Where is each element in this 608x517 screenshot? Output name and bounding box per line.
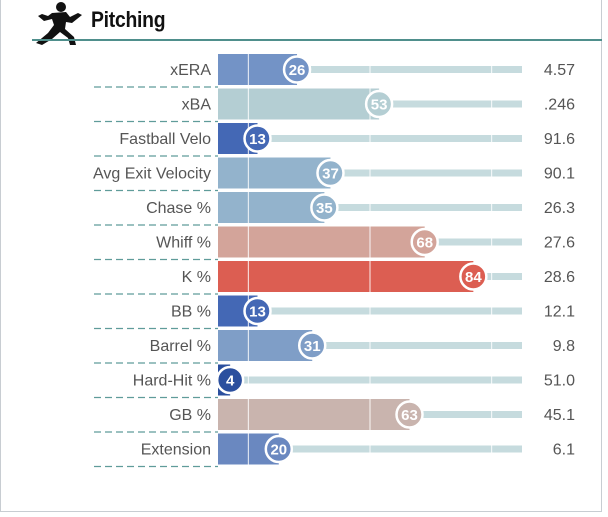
row-label: xBA bbox=[182, 97, 212, 114]
row-label: GB % bbox=[169, 407, 211, 424]
percentile-marker bbox=[459, 262, 488, 291]
row-label: Extension bbox=[141, 442, 211, 459]
row-value: 51.0 bbox=[544, 373, 575, 390]
row-value: 45.1 bbox=[544, 407, 575, 424]
percentile-bar bbox=[218, 226, 425, 258]
percentile-label: 68 bbox=[416, 235, 433, 252]
percentile-bar bbox=[218, 261, 474, 292]
row-value: 91.6 bbox=[544, 131, 575, 148]
percentile-label: 53 bbox=[371, 97, 388, 114]
row-value: .246 bbox=[544, 97, 575, 114]
percentile-label: 20 bbox=[270, 442, 287, 459]
percentile-marker bbox=[264, 434, 294, 464]
percentile-marker bbox=[395, 400, 424, 429]
pitcher-icon bbox=[36, 2, 82, 45]
row-label: Fastball Velo bbox=[119, 131, 211, 148]
percentile-label: 35 bbox=[316, 200, 333, 217]
percentile-bar bbox=[218, 88, 380, 120]
percentile-marker bbox=[310, 193, 339, 222]
percentile-marker bbox=[243, 124, 272, 153]
row-value: 6.1 bbox=[553, 442, 575, 459]
row-value: 26.3 bbox=[544, 200, 575, 217]
row-value: 90.1 bbox=[544, 166, 575, 183]
percentile-label: 37 bbox=[322, 166, 339, 183]
row-label: Barrel % bbox=[150, 338, 211, 355]
percentile-label: 84 bbox=[465, 269, 482, 286]
row-label: xERA bbox=[170, 62, 211, 79]
row-value: 4.57 bbox=[544, 62, 575, 79]
row-label: Chase % bbox=[146, 200, 211, 217]
percentile-marker bbox=[410, 227, 439, 257]
percentile-label: 31 bbox=[304, 338, 321, 355]
percentile-label: 26 bbox=[289, 62, 306, 79]
page-title: Pitching bbox=[91, 7, 166, 32]
header-rule bbox=[32, 39, 602, 41]
row-label: BB % bbox=[171, 304, 211, 321]
row-value: 28.6 bbox=[544, 269, 575, 286]
percentile-label: 4 bbox=[226, 373, 235, 390]
percentile-marker bbox=[297, 331, 327, 360]
percentile-label: 13 bbox=[249, 304, 266, 321]
percentile-marker bbox=[215, 365, 245, 395]
percentile-bar bbox=[218, 192, 325, 223]
percentile-label: 63 bbox=[401, 407, 418, 424]
percentile-marker bbox=[316, 158, 345, 188]
row-value: 27.6 bbox=[544, 235, 575, 252]
row-value: 9.8 bbox=[553, 338, 575, 355]
percentile-bar bbox=[218, 399, 410, 430]
row-value: 12.1 bbox=[544, 304, 575, 321]
row-label: Avg Exit Velocity bbox=[93, 166, 211, 183]
percentile-marker bbox=[364, 89, 394, 119]
percentile-bar bbox=[218, 330, 313, 361]
percentile-marker bbox=[282, 55, 312, 84]
percentile-marker bbox=[243, 296, 272, 326]
row-label: K % bbox=[182, 269, 211, 286]
row-label: Hard-Hit % bbox=[133, 373, 211, 390]
percentile-bar bbox=[218, 157, 331, 189]
row-label: Whiff % bbox=[156, 235, 211, 252]
percentile-label: 13 bbox=[249, 131, 266, 148]
